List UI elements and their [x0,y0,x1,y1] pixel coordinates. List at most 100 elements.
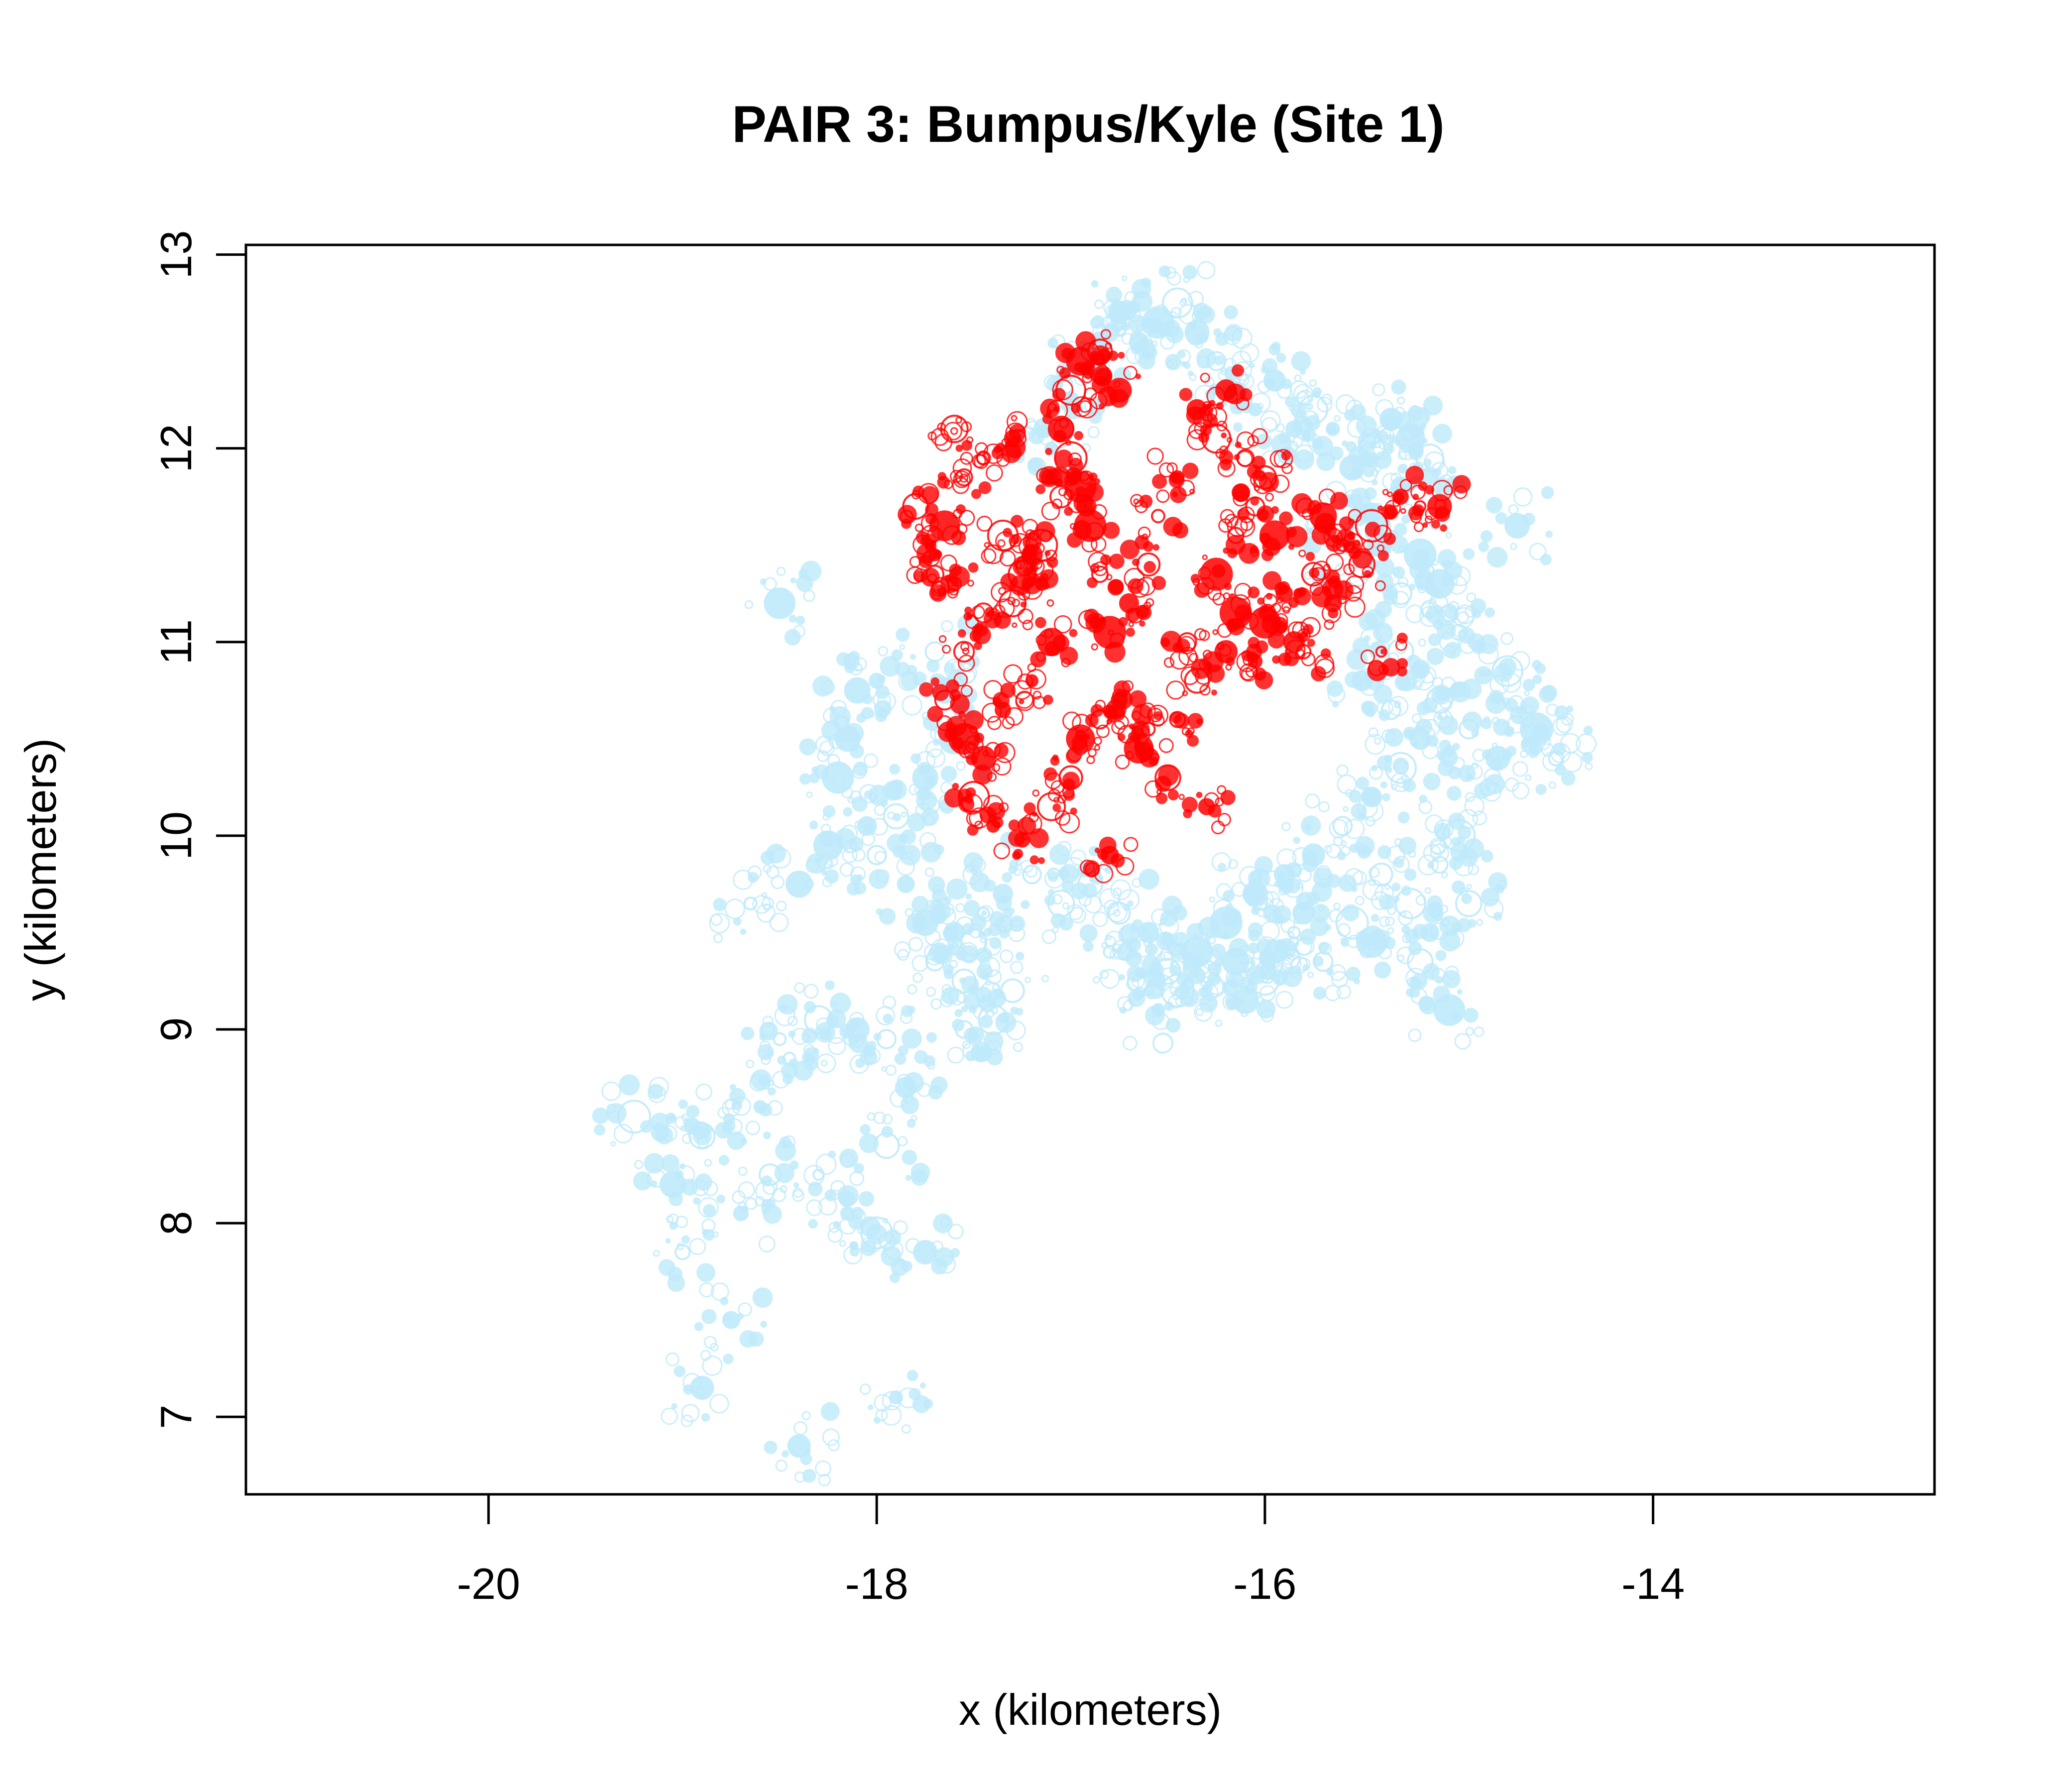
blue-point [704,1124,713,1133]
blue-point [1209,980,1225,996]
blue-point [905,1238,921,1253]
red-point [971,489,982,499]
blue-point [907,1370,918,1381]
blue-point [998,1012,1009,1024]
blue-point [1450,566,1471,586]
blue-point [1142,335,1152,344]
blue-point [839,1217,857,1235]
blue-point [1225,324,1243,342]
red-point [1029,855,1039,865]
blue-point [1392,567,1400,575]
blue-point [1436,714,1443,720]
blue-point [1454,1033,1471,1050]
blue-point [1445,606,1459,620]
blue-point [993,884,1013,904]
blue-point [956,761,966,771]
red-point [911,490,921,500]
blue-point [1329,908,1343,923]
blue-point [820,1402,840,1421]
blue-point [745,1120,761,1135]
blue-point [1365,734,1386,755]
red-point [940,555,957,571]
red-point [1153,711,1163,720]
blue-point [767,1100,783,1116]
red-point [1032,789,1040,797]
blue-point [701,1413,710,1422]
red-point [1180,666,1200,685]
red-point [1074,363,1083,372]
blue-point [610,1141,616,1147]
blue-point [1500,632,1514,645]
red-point [1088,748,1097,757]
red-point [1099,403,1105,409]
red-point [1031,811,1037,817]
blue-point [1336,764,1349,777]
blue-point [801,1027,818,1044]
blue-point [1532,674,1542,684]
blue-point [1132,919,1143,931]
blue-point [788,1015,798,1026]
blue-point [1375,626,1393,644]
blue-point [1439,739,1452,752]
blue-point [1305,403,1312,410]
y-tick-label: 8 [151,1211,201,1235]
red-point [1109,554,1125,569]
blue-point [1421,438,1428,444]
red-point [1205,404,1211,410]
blue-point [1472,810,1487,825]
red-point [937,721,959,742]
blue-point [788,1030,796,1038]
blue-point [1178,350,1186,358]
red-point [927,431,937,441]
red-point [1250,546,1258,555]
red-point [994,743,1009,758]
red-point [1328,608,1339,619]
red-point [1041,501,1060,521]
blue-point [1524,705,1534,715]
blue-point [702,1204,716,1217]
blue-point [794,1471,806,1483]
red-point [1158,462,1174,478]
blue-point [1313,987,1326,1000]
blue-point [1305,793,1320,809]
red-point [1081,536,1098,553]
red-point [1108,629,1114,636]
red-point [1206,386,1226,406]
blue-point [1340,846,1351,856]
red-point [992,816,1004,828]
blue-point [1091,280,1099,288]
blue-point [1254,856,1273,875]
red-point [1136,604,1152,620]
blue-point [901,1260,912,1272]
blue-point [880,656,901,677]
red-point [1311,666,1327,681]
blue-point [1326,680,1344,697]
blue-point [828,1222,840,1233]
blue-point [803,1448,811,1456]
blue-point [1278,887,1288,896]
blue-point [1455,890,1482,917]
blue-point [1363,466,1375,478]
blue-point [692,1179,709,1197]
blue-point [903,1072,924,1093]
red-point [951,737,965,750]
blue-point [853,882,867,895]
blue-point [1346,967,1361,982]
blue-point [980,956,1001,978]
blue-point [1412,713,1422,724]
blue-point [723,1314,731,1322]
red-point [1135,373,1141,379]
blue-point [1165,325,1184,343]
blue-point [786,871,813,898]
red-point [1202,651,1224,672]
blue-point [911,1169,928,1186]
blue-point [1249,879,1254,885]
blue-point [1067,904,1083,920]
blue-point [1364,635,1371,643]
blue-point [675,1116,688,1129]
blue-point [666,1215,674,1224]
blue-point [1413,407,1431,425]
blue-point [777,994,798,1015]
blue-point [961,976,979,994]
red-point [987,772,997,782]
